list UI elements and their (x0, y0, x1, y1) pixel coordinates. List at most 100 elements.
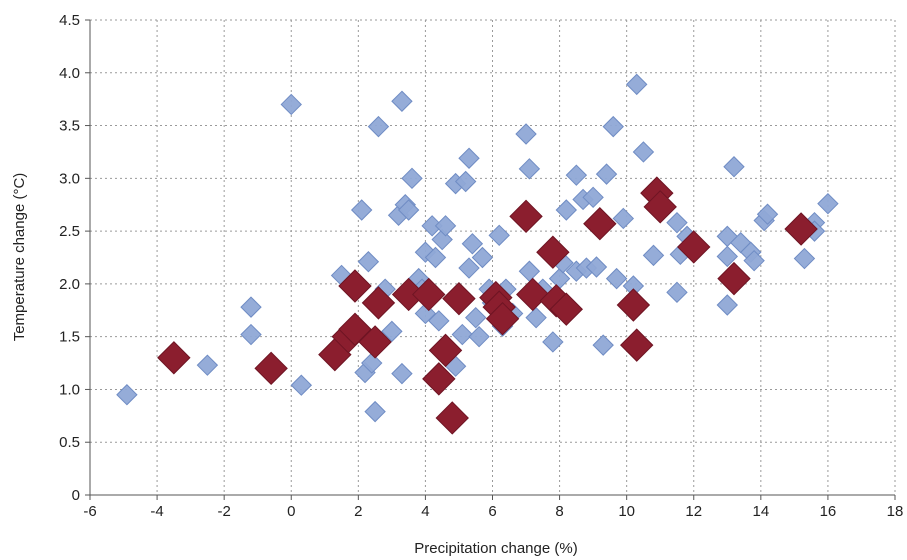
scatter-point-red (422, 362, 456, 396)
scatter-point-blue (743, 249, 765, 272)
scatter-point-red (717, 261, 751, 296)
scatter-point-blue (515, 123, 537, 145)
scatter-point-blue (565, 164, 588, 186)
scatter-point-blue (465, 306, 487, 329)
scatter-point-blue (397, 199, 420, 221)
scatter-point-blue (595, 163, 618, 185)
x-axis-title: Precipitation change (%) (414, 540, 577, 557)
x-tick-label: 10 (618, 503, 635, 520)
scatter-point-blue (555, 199, 577, 221)
x-tick-label: -6 (83, 503, 96, 520)
scatter-point-blue (451, 323, 474, 346)
scatter-point-blue (431, 228, 453, 251)
scatter-point-blue (756, 203, 779, 225)
scatter-point-blue (518, 260, 541, 282)
scatter-point-red (412, 277, 446, 312)
x-tick-label: 18 (887, 503, 904, 520)
scatter-point-blue (666, 211, 688, 234)
scatter-point-blue (458, 257, 480, 279)
scatter-point-blue (716, 245, 738, 268)
scatter-point-red (616, 288, 651, 322)
scatter-point-blue (401, 167, 423, 190)
scatter-point-red (509, 199, 543, 234)
scatter-point-blue (592, 334, 614, 356)
y-tick-label: 4.5 (59, 12, 80, 29)
scatter-point-blue (391, 362, 413, 385)
scatter-point-red (428, 333, 463, 368)
x-tick-label: 2 (354, 503, 362, 520)
scatter-point-blue (582, 186, 604, 209)
scatter-point-blue (716, 294, 738, 316)
scatter-point-blue (716, 225, 738, 248)
scatter-point-blue (632, 141, 655, 163)
scatter-point-red (157, 341, 191, 375)
scatter-point-blue (381, 320, 403, 343)
scatter-point-red (338, 269, 372, 303)
y-tick-label: 1.5 (59, 329, 80, 346)
scatter-point-blue (458, 147, 480, 169)
x-tick-label: -4 (150, 503, 163, 520)
scatter-point-red (361, 286, 396, 320)
x-tick-label: 16 (820, 503, 837, 520)
scatter-point-blue (240, 323, 262, 346)
scatter-point-blue (454, 170, 477, 193)
scatter-point-blue (367, 115, 390, 138)
y-tick-label: 2.0 (59, 276, 80, 293)
y-tick-label: 2.5 (59, 223, 80, 240)
scatter-point-blue (290, 374, 313, 396)
scatter-point-blue (414, 241, 437, 263)
scatter-point-blue (196, 354, 219, 376)
scatter-point-red (435, 401, 469, 435)
scatter-point-blue (793, 247, 816, 270)
y-tick-label: 3.0 (59, 170, 80, 187)
scatter-point-red (338, 312, 372, 346)
scatter-point-red (620, 328, 654, 362)
gridlines (90, 19, 896, 495)
scatter-point-blue (602, 115, 624, 138)
x-tick-label: 4 (421, 503, 429, 520)
scatter-point-red (784, 212, 818, 246)
x-tick-label: 8 (555, 503, 563, 520)
scatter-point-blue (461, 233, 484, 255)
scatter-point-red (643, 190, 677, 224)
x-tick-label: 0 (287, 503, 295, 520)
scatter-point-blue (391, 90, 413, 112)
scatter-point-red (549, 292, 583, 326)
scatter-point-red (536, 235, 570, 269)
data-points (116, 73, 839, 435)
scatter-point-blue (424, 246, 447, 269)
scatter-point-red (583, 207, 617, 241)
scatter-point-red (358, 325, 392, 359)
scatter-point-blue (350, 199, 373, 221)
scatter-point-red (485, 302, 520, 336)
x-tick-label: 12 (685, 503, 702, 520)
scatter-point-blue (468, 325, 490, 348)
scatter-point-red (442, 281, 476, 316)
y-tick-label: 3.5 (59, 118, 80, 135)
scatter-point-blue (518, 158, 541, 180)
scatter-point-blue (434, 215, 457, 237)
scatter-point-blue (605, 267, 628, 290)
scatter-point-blue (585, 256, 608, 278)
scatter-point-blue (626, 73, 648, 96)
scatter-point-blue (116, 384, 138, 406)
scatter-point-blue (666, 281, 688, 304)
scatter-point-blue (612, 207, 635, 230)
scatter-point-blue (542, 331, 564, 353)
axes (85, 19, 896, 500)
scatter-point-blue (817, 192, 839, 215)
scatter-point-blue (428, 310, 450, 332)
scatter-point-blue (723, 156, 745, 178)
scatter-point-blue (361, 352, 383, 374)
tick-labels: -6 -4 -2 0 2 4 6 8 10 12 14 16 18 0 0.5 1.0 1.5 2.0 2.5 3.0… (59, 12, 903, 520)
scatter-point-red (516, 277, 550, 312)
y-tick-label: 0.5 (59, 434, 80, 451)
y-tick-label: 1.0 (59, 381, 80, 398)
y-tick-label: 4.0 (59, 65, 80, 82)
scatter-point-blue (364, 400, 386, 423)
scatter-point-blue (357, 251, 380, 273)
x-tick-label: -2 (217, 503, 230, 520)
y-axis-title: Temperature change (°C) (11, 173, 28, 342)
scatter-point-blue (488, 224, 510, 247)
